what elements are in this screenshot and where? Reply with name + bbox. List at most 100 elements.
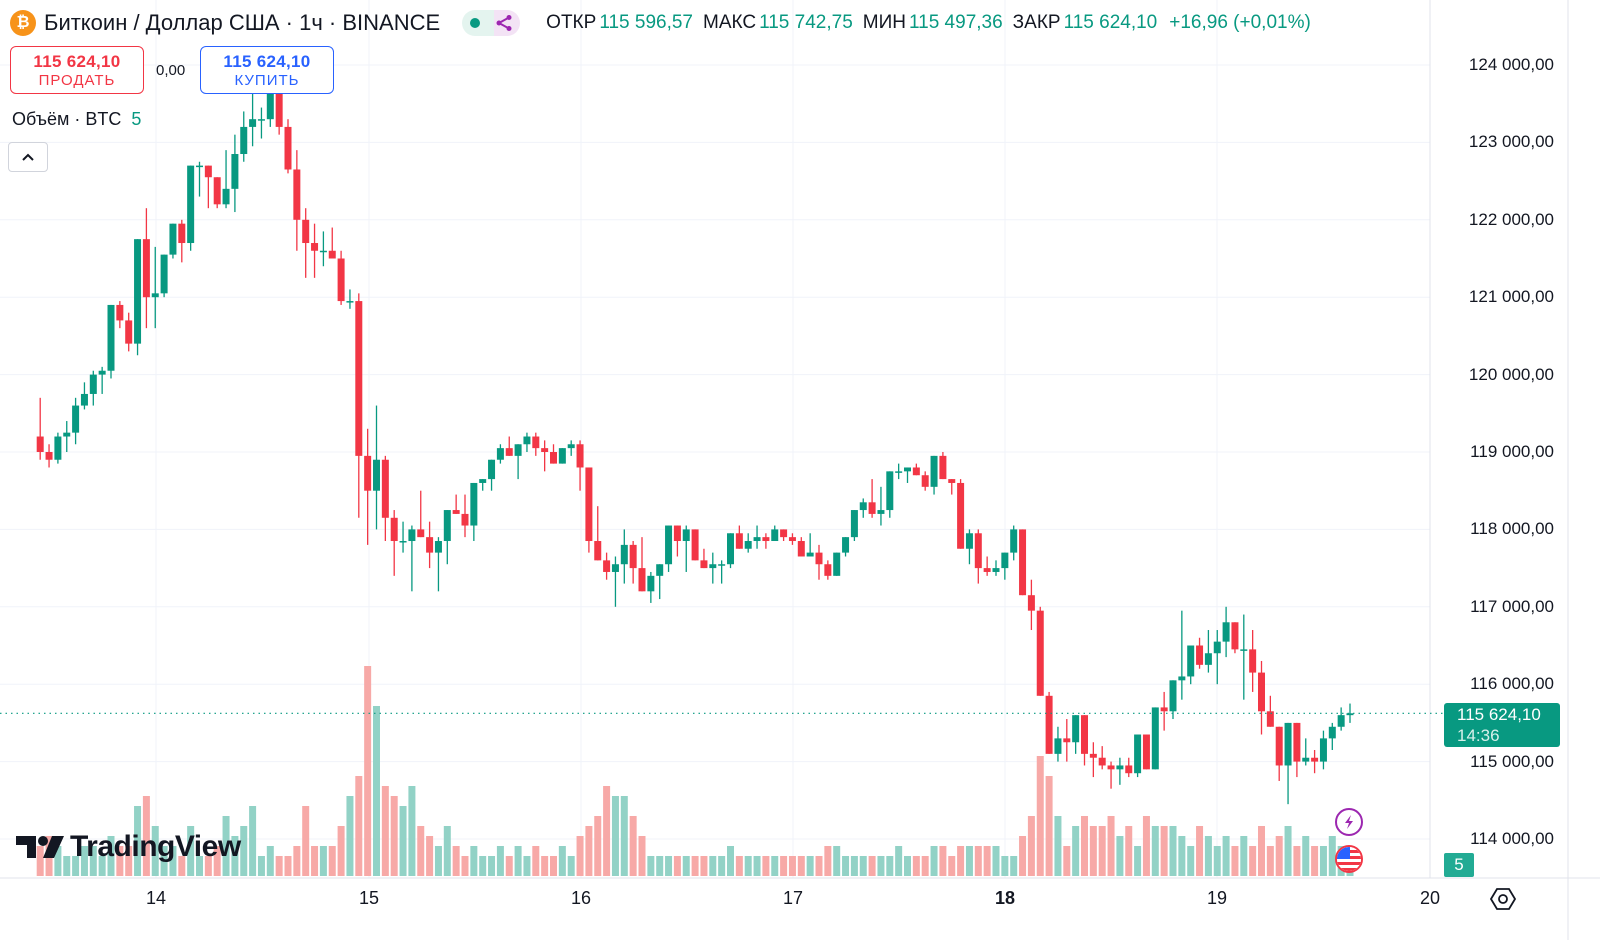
candle-body[interactable] — [753, 537, 761, 542]
candle-body[interactable] — [656, 564, 664, 576]
candle-body[interactable] — [1266, 711, 1274, 727]
candle-body[interactable] — [788, 537, 796, 542]
candle-body[interactable] — [762, 537, 770, 542]
candle-body[interactable] — [842, 537, 850, 553]
candle-body[interactable] — [638, 568, 646, 592]
candle-body[interactable] — [948, 479, 956, 483]
candle-body[interactable] — [1151, 707, 1159, 770]
candle-body[interactable] — [1125, 765, 1133, 774]
candle-body[interactable] — [709, 564, 717, 569]
tradingview-logo[interactable]: TradingView — [16, 830, 241, 864]
candle-body[interactable] — [1019, 529, 1027, 596]
candle-body[interactable] — [311, 243, 319, 251]
candle-body[interactable] — [54, 436, 62, 460]
candle-body[interactable] — [1027, 595, 1035, 611]
candle-body[interactable] — [89, 374, 97, 394]
candle-body[interactable] — [603, 560, 611, 572]
candle-body[interactable] — [957, 482, 965, 549]
candle-body[interactable] — [434, 541, 442, 553]
candle-body[interactable] — [488, 459, 496, 480]
candle-body[interactable] — [877, 510, 885, 514]
candle-body[interactable] — [408, 529, 416, 542]
candle-body[interactable] — [673, 525, 681, 542]
candle-body[interactable] — [1204, 653, 1212, 665]
candle-body[interactable] — [284, 126, 292, 170]
candle-body[interactable] — [134, 239, 142, 344]
candle-body[interactable] — [107, 304, 115, 371]
buy-button[interactable]: 115 624,10 КУПИТЬ — [200, 46, 334, 94]
candle-body[interactable] — [1337, 715, 1345, 727]
candle-body[interactable] — [1160, 707, 1168, 712]
candle-body[interactable] — [496, 448, 504, 460]
candle-body[interactable] — [647, 575, 655, 592]
candle-body[interactable] — [45, 452, 53, 460]
candle-body[interactable] — [160, 254, 168, 294]
candle-body[interactable] — [665, 525, 673, 565]
candle-body[interactable] — [532, 436, 540, 449]
candle-body[interactable] — [815, 552, 823, 565]
candle-body[interactable] — [116, 304, 124, 321]
candle-body[interactable] — [63, 432, 71, 437]
candle-body[interactable] — [337, 258, 345, 302]
candle-body[interactable] — [1178, 676, 1186, 681]
gear-hexagon-icon[interactable] — [1490, 886, 1516, 912]
candle-body[interactable] — [80, 393, 88, 406]
candle-body[interactable] — [567, 444, 575, 449]
candle-body[interactable] — [346, 301, 354, 303]
candle-body[interactable] — [452, 510, 460, 514]
candle-body[interactable] — [585, 467, 593, 542]
candle-body[interactable] — [417, 529, 425, 538]
candle-body[interactable] — [1169, 680, 1177, 712]
candle-body[interactable] — [833, 552, 841, 576]
candle-body[interactable] — [169, 223, 177, 255]
candle-body[interactable] — [98, 370, 106, 375]
candle-body[interactable] — [1142, 734, 1150, 770]
candle-body[interactable] — [426, 537, 434, 553]
candle-body[interactable] — [620, 544, 628, 565]
candle-body[interactable] — [36, 436, 44, 452]
candle-body[interactable] — [594, 541, 602, 561]
candle-body[interactable] — [1089, 753, 1097, 758]
candle-body[interactable] — [523, 436, 531, 445]
candle-body[interactable] — [886, 471, 894, 511]
candle-body[interactable] — [1063, 738, 1071, 743]
candle-body[interactable] — [151, 293, 159, 298]
candle-body[interactable] — [178, 223, 186, 244]
candle-body[interactable] — [797, 541, 805, 557]
candle-body[interactable] — [1045, 695, 1053, 754]
candle-body[interactable] — [1036, 610, 1044, 696]
candle-body[interactable] — [1187, 645, 1195, 677]
candle-body[interactable] — [240, 126, 248, 155]
candle-body[interactable] — [904, 467, 911, 472]
candle-body[interactable] — [771, 529, 779, 542]
candle-body[interactable] — [1196, 645, 1204, 665]
candle-body[interactable] — [700, 560, 708, 569]
candle-body[interactable] — [868, 502, 876, 514]
candle-body[interactable] — [390, 517, 398, 542]
candle-body[interactable] — [780, 529, 788, 538]
candle-body[interactable] — [222, 188, 230, 205]
candle-body[interactable] — [302, 219, 310, 244]
candle-body[interactable] — [1098, 757, 1106, 766]
candle-body[interactable] — [1275, 726, 1283, 766]
symbol-title[interactable]: Биткоин / Доллар США · 1ч · BINANCE — [44, 10, 441, 35]
collapse-legend-button[interactable] — [8, 142, 48, 172]
candle-body[interactable] — [992, 568, 1000, 572]
candle-body[interactable] — [1081, 715, 1088, 754]
candle-body[interactable] — [744, 541, 752, 549]
candle-body[interactable] — [479, 479, 487, 483]
candle-body[interactable] — [196, 165, 203, 168]
candle-body[interactable] — [470, 482, 478, 526]
candle-body[interactable] — [550, 452, 557, 464]
candle-body[interactable] — [249, 119, 257, 127]
candle-body[interactable] — [1249, 649, 1257, 673]
candle-body[interactable] — [806, 552, 814, 557]
candle-body[interactable] — [1054, 738, 1062, 754]
candle-body[interactable] — [266, 92, 274, 120]
sell-button[interactable]: 115 624,10 ПРОДАТЬ — [10, 46, 144, 94]
candle-body[interactable] — [1213, 641, 1221, 654]
candle-body[interactable] — [895, 471, 903, 473]
candle-body[interactable] — [1258, 672, 1265, 712]
candle-body[interactable] — [364, 455, 372, 491]
candle-body[interactable] — [629, 544, 637, 569]
